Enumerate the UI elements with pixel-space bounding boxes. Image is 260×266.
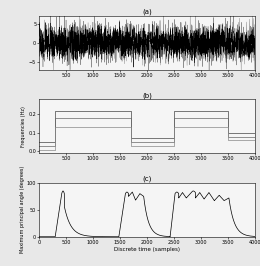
Title: (c): (c) xyxy=(142,176,152,182)
Title: (b): (b) xyxy=(142,92,152,99)
X-axis label: Discrete time (samples): Discrete time (samples) xyxy=(114,247,180,252)
Title: (a): (a) xyxy=(142,9,152,15)
Y-axis label: Maximum principal angle (degrees): Maximum principal angle (degrees) xyxy=(20,166,25,253)
Y-axis label: Frequencies (Hz): Frequencies (Hz) xyxy=(21,106,26,147)
